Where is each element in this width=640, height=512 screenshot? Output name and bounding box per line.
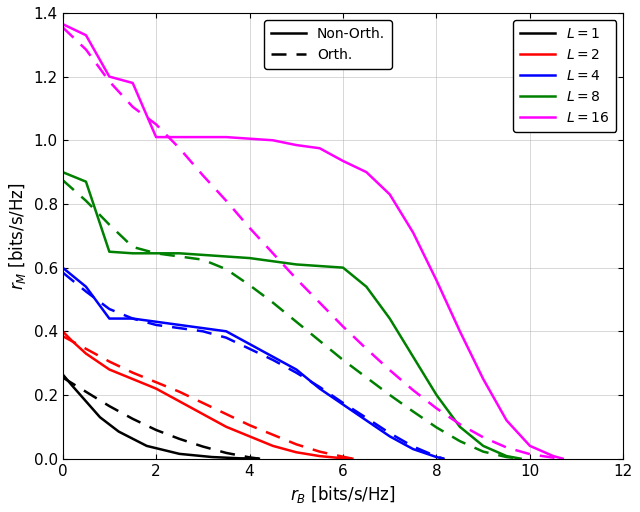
X-axis label: $r_B$ [bits/s/Hz]: $r_B$ [bits/s/Hz] xyxy=(291,484,396,505)
Legend: $L = 1$, $L = 2$, $L = 4$, $L = 8$, $L = 16$: $L = 1$, $L = 2$, $L = 4$, $L = 8$, $L =… xyxy=(513,20,616,132)
Y-axis label: $r_M$ [bits/s/Hz]: $r_M$ [bits/s/Hz] xyxy=(7,182,28,289)
